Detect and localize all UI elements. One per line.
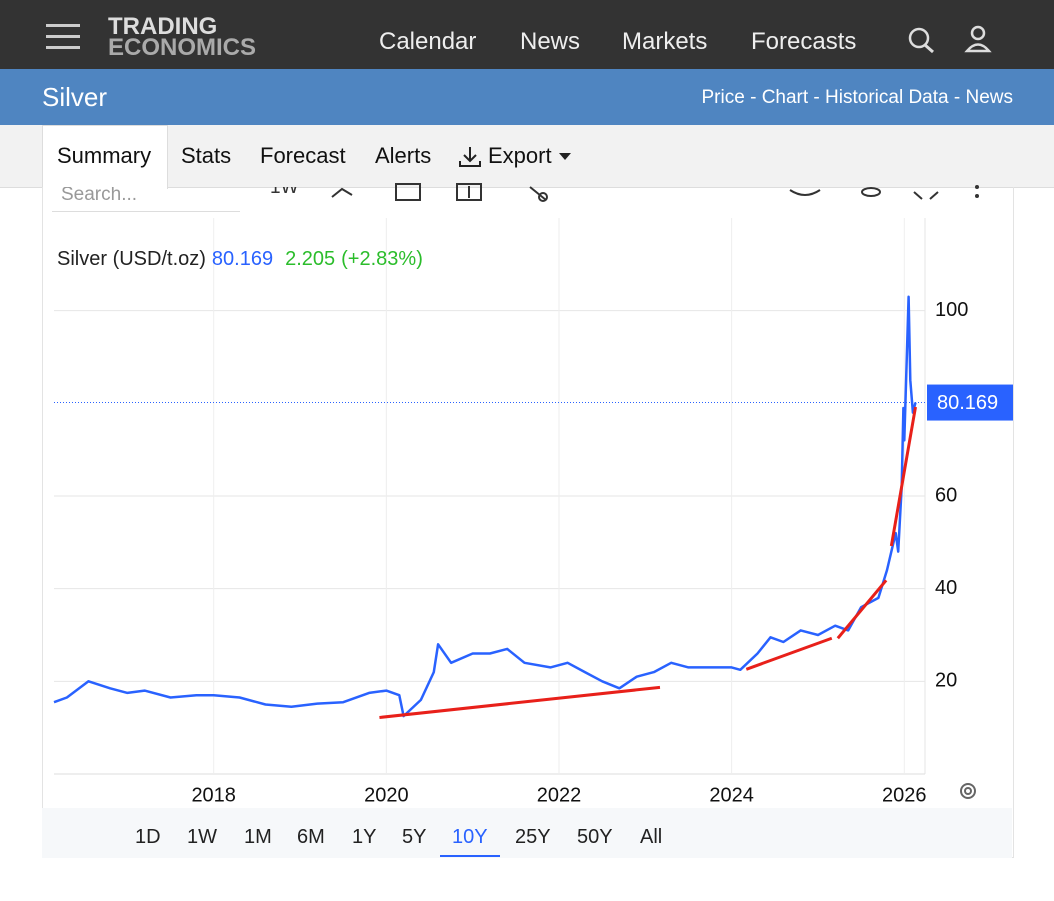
range-button[interactable]: 10Y	[440, 826, 500, 857]
caret	[559, 153, 571, 160]
range-button[interactable]: 1Y	[352, 826, 377, 848]
banner-link[interactable]: News	[965, 87, 1013, 108]
interval[interactable]: 1W	[270, 187, 299, 198]
legend: Silver (USD/t.oz) 80.169 2.205 (+2.83%)	[57, 248, 423, 270]
nav-link[interactable]: Calendar	[379, 28, 477, 55]
legend-item: 80.169	[212, 248, 273, 270]
last-price-label: 80.169	[937, 392, 998, 414]
logo-top: TRADING	[108, 13, 218, 40]
x-tick-label: 2018	[191, 784, 236, 806]
x-tick-label: 2020	[364, 784, 409, 806]
range-button[interactable]: 6M	[297, 826, 325, 848]
nav-link[interactable]: Forecasts	[751, 28, 857, 55]
price-line	[53, 295, 917, 718]
legend-item: 2.205	[285, 248, 335, 270]
y-tick-label: 40	[935, 577, 957, 599]
trend-line	[889, 406, 917, 547]
banner-links: Price - Chart - Historical Data - News	[701, 87, 1014, 108]
last-price-box	[927, 384, 1013, 421]
range-button[interactable]: 1M	[244, 826, 272, 848]
x-tick-label: 2026	[882, 784, 927, 806]
user-icon[interactable]	[964, 24, 994, 54]
legend-item: (+2.83%)	[341, 248, 423, 270]
y-tick-label: 100	[935, 299, 968, 321]
y-tick-label: 60	[935, 484, 957, 506]
banner-title: Silver	[42, 82, 108, 112]
logo-bottom: ECONOMICS	[108, 34, 257, 61]
banner-link[interactable]: Price	[701, 87, 745, 108]
menu-icon[interactable]	[46, 24, 80, 50]
y-tick-label: 20	[935, 670, 957, 692]
trend-line	[836, 579, 888, 640]
more-dot	[975, 185, 979, 189]
range-button[interactable]: 50Y	[577, 826, 613, 848]
toolbar-icons	[331, 183, 939, 202]
export-icon	[459, 147, 481, 167]
tab[interactable]: Export	[488, 143, 552, 168]
nav-link[interactable]: News	[520, 28, 581, 55]
range-bar: 1D 1W 1M 6M 1Y 5Y 10Y 25Y 50Y All	[42, 808, 1012, 858]
active-tab-bg	[42, 125, 168, 189]
tab[interactable]: Alerts	[375, 143, 432, 168]
banner-link[interactable]: Chart	[761, 87, 809, 108]
tabs: Summary Stats Forecast Alerts Export	[0, 125, 1054, 189]
logo[interactable]: TRADING ECONOMICS	[108, 13, 257, 61]
legend-item: Silver (USD/t.oz)	[57, 248, 206, 270]
range-button[interactable]: 1W	[187, 826, 217, 848]
search-icon[interactable]	[906, 26, 936, 54]
range-button[interactable]: 5Y	[402, 826, 427, 848]
search-placeholder: Search...	[61, 187, 138, 205]
range-button[interactable]: 1D	[135, 826, 161, 848]
x-tick-label: 2024	[709, 784, 754, 806]
banner-link[interactable]: Historical Data	[825, 87, 949, 108]
trend-line	[745, 636, 833, 671]
search-box[interactable]: Search...	[52, 187, 240, 212]
top-bar: TRADING ECONOMICS Calendar News Markets F…	[0, 0, 1054, 69]
tab[interactable]: Forecast	[260, 143, 346, 168]
settings-icon[interactable]	[960, 783, 976, 799]
x-tick-label: 2022	[537, 784, 582, 806]
banner: Silver Price - Chart - Historical Data -…	[0, 69, 1054, 125]
tab[interactable]: Stats	[181, 143, 232, 168]
tab[interactable]: Summary	[57, 143, 152, 168]
range-button[interactable]: All	[640, 826, 663, 848]
interval-clip: 1W	[270, 187, 310, 201]
trend-line	[379, 685, 661, 719]
more-dot	[975, 194, 979, 198]
nav-link[interactable]: Markets	[622, 28, 708, 55]
range-button[interactable]: 25Y	[515, 826, 551, 848]
